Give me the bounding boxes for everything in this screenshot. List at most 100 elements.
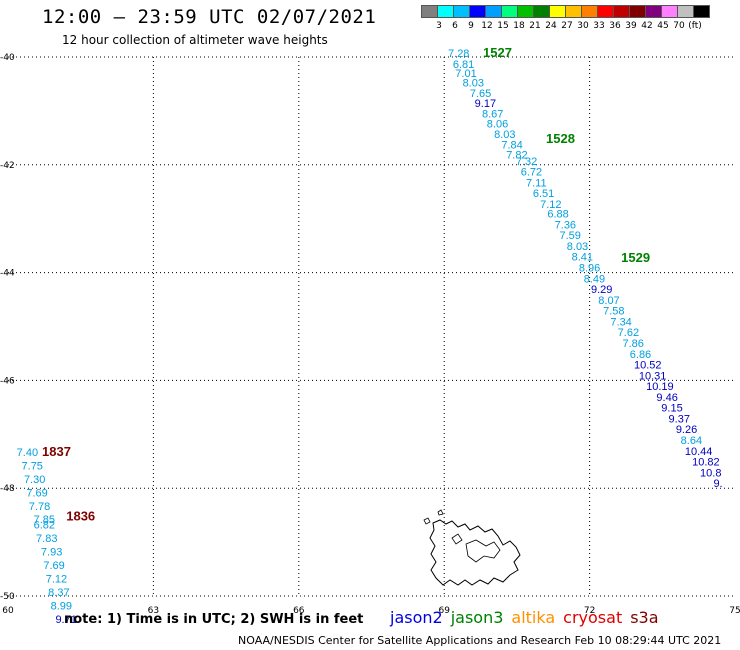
wave-height-reading: 7.85 [34, 514, 55, 526]
wave-height-reading: 10.52 [634, 360, 662, 372]
wave-height-reading: 6.81 [453, 59, 474, 71]
wave-height-reading: 7.59 [560, 230, 581, 242]
page-subtitle: 12 hour collection of altimeter wave hei… [62, 33, 328, 47]
wave-height-reading: 9.46 [656, 392, 677, 404]
wave-height-reading: 7.28 [448, 48, 469, 60]
wave-height-reading: 7.30 [24, 474, 45, 486]
wave-height-reading: 7.82 [506, 149, 527, 161]
wave-height-reading: 8.49 [584, 273, 605, 285]
wave-height-reading: 10.82 [692, 457, 720, 469]
wave-height-reading: 7.12 [46, 574, 67, 586]
units-note: note: 1) Time is in UTC; 2) SWH is in fe… [64, 612, 364, 627]
latitude-tick-label: -44 [0, 269, 15, 279]
color-scale-swatches [421, 5, 710, 18]
wave-height-reading: 7.84 [501, 140, 522, 152]
color-swatch [693, 5, 710, 18]
color-scale-label: 27 [561, 21, 573, 31]
wave-height-reading: 7.69 [26, 487, 47, 499]
wave-height-reading: 9.29 [591, 284, 612, 296]
wave-height-reading: 7.32 [516, 156, 537, 168]
satellite-legend: jason2 jason3 altika cryosat s3a [390, 608, 667, 627]
pass-time-label: 1837 [42, 444, 71, 459]
longitude-tick-label: 63 [148, 606, 159, 616]
color-scale-label: 3 [436, 21, 442, 31]
pass-time-label: 1528 [546, 131, 575, 146]
color-scale-label: 30 [577, 21, 589, 31]
satellite-name-altika: altika [511, 608, 556, 627]
wave-height-reading: 7.86 [623, 338, 644, 350]
longitude-tick-label: 69 [438, 606, 450, 616]
color-scale-label: 33 [593, 21, 605, 31]
wave-height-reading: 7.34 [610, 316, 631, 328]
color-scale-label: 70 [673, 21, 685, 31]
latitude-tick-label: -50 [0, 592, 15, 602]
satellite-name-jason3: jason3 [450, 608, 504, 627]
color-scale-label: 39 [625, 21, 637, 31]
map-grid: 60 63 66 69 72 75 -40 -42 -44 -46 -48 -50 [0, 53, 740, 616]
wave-height-reading: 6.86 [630, 349, 651, 361]
wave-height-readings: 7.286.817.018.037.659.178.678.068.037.84… [17, 45, 723, 626]
credit-footer: NOAA/NESDIS Center for Satellite Applica… [238, 634, 722, 647]
color-scale-label: 9 [468, 21, 474, 31]
satellite-name-s3a: s3a [630, 608, 659, 627]
wave-height-reading: 8.99 [51, 600, 72, 612]
latitude-tick-label: -40 [0, 53, 15, 63]
wave-height-reading: 9.17 [475, 98, 496, 110]
wave-height-reading: 8.03 [463, 78, 484, 90]
wave-height-reading: 9.26 [676, 424, 697, 436]
latitude-tick-label: -42 [0, 161, 15, 171]
wave-height-reading: 9.37 [669, 413, 690, 425]
color-scale-label: 6 [452, 21, 458, 31]
pass-time-label: 1836 [66, 509, 95, 524]
color-scale-label: 15 [497, 21, 509, 31]
wave-height-reading: 8.96 [579, 263, 600, 275]
wave-height-reading: 6.72 [521, 167, 542, 179]
latitude-tick-label: -46 [0, 376, 15, 386]
wave-height-reading: 8.07 [598, 295, 619, 307]
wave-height-reading: 10.44 [685, 446, 713, 458]
wave-height-reading: 9.15 [661, 403, 682, 415]
wave-height-reading: 8.03 [567, 241, 588, 253]
wave-height-reading: 8.67 [482, 108, 503, 120]
wave-height-reading: 7.36 [555, 219, 576, 231]
wave-height-reading: 10.31 [639, 370, 667, 382]
wave-height-reading: 10.8 [700, 467, 721, 479]
wave-height-reading: 8.64 [681, 435, 702, 447]
wave-height-reading: 8.37 [48, 587, 69, 599]
wave-height-reading: 7.78 [29, 501, 50, 513]
wave-height-reading: 6.51 [533, 188, 554, 200]
wave-height-reading: 7.62 [618, 327, 639, 339]
longitude-tick-label: 75 [729, 606, 740, 616]
latitude-tick-label: -48 [0, 484, 15, 494]
wave-height-reading: 7.93 [41, 547, 62, 559]
color-scale-label: (ft) [688, 21, 702, 31]
wave-height-reading: 8.41 [572, 252, 593, 264]
wave-height-color-scale: 3 6 9 12 15 18 21 24 27 30 33 36 39 42 45 70 (ft) [421, 5, 710, 31]
wave-height-reading: 6.88 [547, 209, 568, 221]
longitude-tick-label: 60 [2, 606, 14, 616]
wave-height-reading: 7.12 [540, 199, 561, 211]
color-scale-label: 45 [657, 21, 669, 31]
wave-height-reading: 7.40 [17, 447, 38, 459]
wave-height-reading: 7.83 [36, 533, 57, 545]
wave-height-reading: 6.82 [34, 520, 55, 532]
color-scale-label: 24 [545, 21, 557, 31]
wave-height-reading: 9. [713, 478, 722, 490]
satellite-name-cryosat: cryosat [563, 608, 623, 627]
pass-time-label: 1527 [483, 45, 512, 60]
wave-height-reading: 8.03 [494, 129, 515, 141]
wave-height-reading: 7.11 [526, 177, 547, 189]
wave-height-reading: 7.58 [603, 306, 624, 318]
pass-time-label: 1529 [621, 250, 650, 265]
wave-height-reading: 7.01 [455, 68, 476, 80]
satellite-name-jason2: jason2 [390, 608, 443, 627]
wave-height-reading: 7.69 [43, 560, 64, 572]
longitude-tick-label: 72 [584, 606, 595, 616]
wave-height-reading: 9.71 [55, 614, 76, 626]
page-title: 12:00 — 23:59 UTC 02/07/2021 [42, 6, 377, 28]
color-scale-label: 36 [609, 21, 621, 31]
wave-height-reading: 7.75 [22, 460, 43, 472]
color-scale-label: 21 [529, 21, 541, 31]
